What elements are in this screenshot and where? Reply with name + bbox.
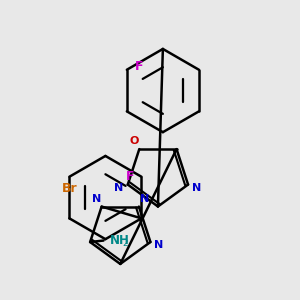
Text: N: N [140,194,149,204]
Text: N: N [193,182,202,193]
Text: F: F [126,170,134,183]
Text: F: F [134,60,143,73]
Text: N: N [154,240,164,250]
Text: 2: 2 [122,239,128,248]
Text: N: N [114,182,123,193]
Text: Br: Br [61,182,77,194]
Text: NH: NH [110,234,129,247]
Text: N: N [92,194,101,204]
Text: O: O [129,136,138,146]
